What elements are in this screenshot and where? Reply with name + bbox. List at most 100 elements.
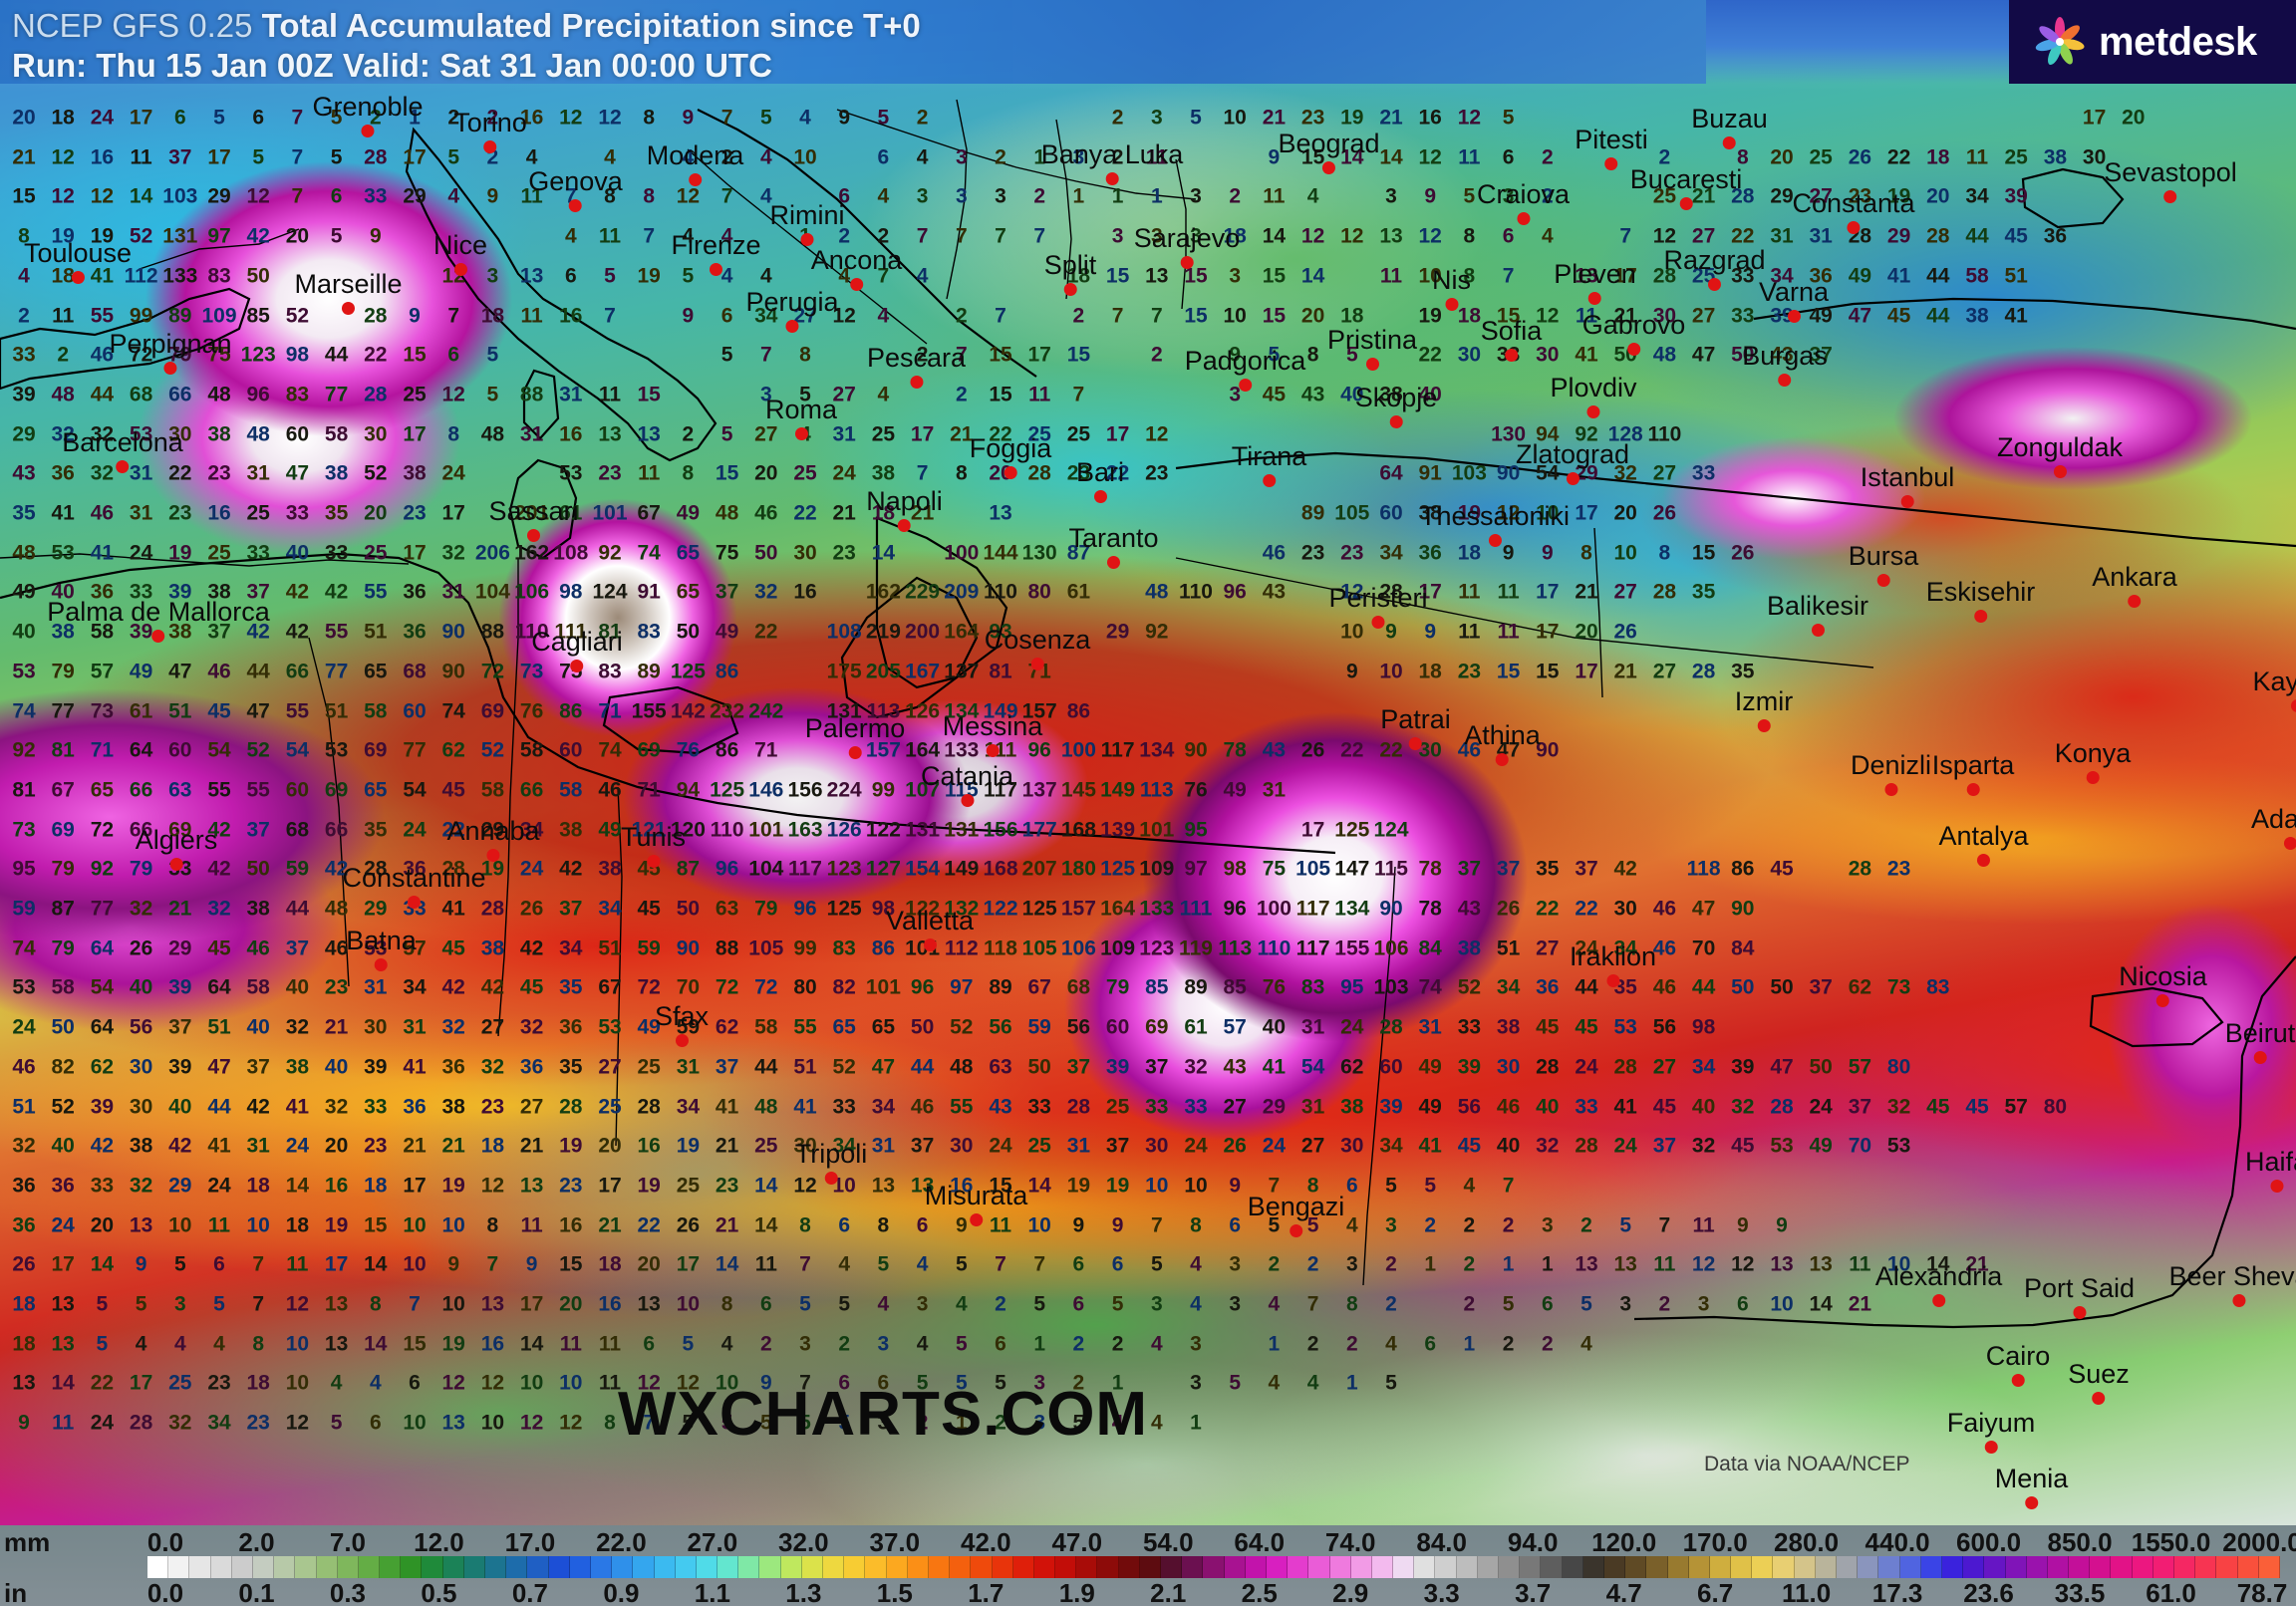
precip-value: 17	[1575, 501, 1598, 525]
precip-value: 10	[1536, 501, 1560, 525]
precip-value: 162	[865, 580, 901, 604]
city-label: Thessaloniki	[1419, 500, 1571, 547]
city-name: Grenoble	[312, 91, 424, 122]
precip-value: 2	[916, 106, 929, 130]
precip-value: 92	[1145, 620, 1169, 644]
legend-swatch	[590, 1556, 613, 1578]
precip-value: 17	[403, 422, 427, 446]
legend-swatch	[442, 1556, 464, 1578]
precip-value: 11	[598, 224, 622, 248]
precip-value: 39	[2004, 184, 2028, 208]
legend-swatch	[1456, 1556, 1478, 1578]
precip-value: 31	[559, 383, 583, 406]
precip-value: 18	[51, 264, 75, 288]
precip-value: 41	[90, 541, 115, 565]
precip-value: 12	[51, 184, 75, 208]
precip-value: 33	[364, 184, 388, 208]
precip-value: 26	[1848, 145, 1872, 169]
legend-swatch	[2152, 1556, 2174, 1578]
city-name: Konya	[2054, 738, 2132, 768]
city-label: Pitesti	[1575, 126, 1648, 170]
precip-value: 25	[1066, 422, 1091, 446]
precip-value: 16	[1418, 106, 1442, 130]
city-label: Athina	[1464, 722, 1541, 766]
city-name: Foggia	[969, 433, 1052, 463]
city-marker-dot	[1757, 718, 1771, 732]
city-name: Cagliari	[531, 626, 623, 657]
precip-value: 101	[592, 501, 628, 525]
city-marker-dot	[2011, 1373, 2025, 1387]
precip-value: 13	[519, 264, 544, 288]
precip-value: 16	[559, 422, 583, 446]
precip-value: 29	[12, 422, 36, 446]
city-label: Constanta	[1792, 190, 1915, 234]
city-label: Algiers	[136, 827, 217, 871]
city-marker-dot	[1627, 342, 1640, 356]
precip-value: 108	[826, 620, 862, 644]
precipitation-map[interactable]: 20 18 24 17 6 5 6 7 5 2 1 2 2 16 12 12 8 9 7 5 4 9 5 2 2 3 5 10 21 23…	[0, 0, 2296, 1525]
city-name: Balikesir	[1766, 590, 1869, 621]
city-name: Valletta	[885, 906, 975, 936]
precip-value: 37	[1809, 343, 1833, 367]
precip-value: 30	[364, 422, 388, 446]
precip-value: 13	[598, 422, 622, 446]
legend-swatch	[886, 1556, 908, 1578]
precip-value: 10	[1340, 620, 1364, 644]
precip-value: 6	[173, 106, 186, 130]
legend-swatch	[2174, 1556, 2196, 1578]
precip-value: 4	[604, 145, 616, 169]
precip-value: 38	[1965, 304, 1989, 327]
precip-value: 38	[871, 461, 896, 485]
city-name: Perugia	[745, 287, 839, 317]
city-label: Konya	[2054, 738, 2132, 784]
precip-value: 23	[1066, 461, 1091, 485]
precip-value: 33	[246, 541, 270, 565]
city-name: Thessaloniki	[1419, 500, 1571, 531]
precip-value: 10	[793, 145, 817, 169]
legend-tick-mm: 170.0	[1682, 1527, 1748, 1557]
legend-swatch	[1667, 1556, 1689, 1578]
precip-value: 11	[1458, 145, 1481, 169]
city-marker-dot	[71, 270, 85, 284]
precip-value: 17	[1613, 264, 1637, 288]
precip-value: 60	[285, 422, 310, 446]
city-marker-dot	[1778, 374, 1792, 387]
city-marker-dot	[794, 427, 808, 440]
legend-swatch	[295, 1556, 317, 1578]
precip-value: 9	[1541, 541, 1554, 565]
precip-value: 162	[514, 541, 550, 565]
precip-value: 4	[18, 264, 30, 288]
precip-value: 44	[90, 383, 115, 406]
city-marker-dot	[785, 320, 799, 333]
precip-value: 1	[1033, 145, 1046, 169]
city-label: Tripoli	[795, 1141, 867, 1185]
legend-swatch	[1266, 1556, 1289, 1578]
legend-tick-mm: 12.0	[414, 1527, 464, 1557]
precip-value: 92	[598, 541, 622, 565]
city-label: Bengazi	[1248, 1193, 1344, 1237]
precip-value: 64	[1379, 461, 1403, 485]
precip-value: 50	[246, 264, 270, 288]
precip-value: 9	[682, 106, 695, 130]
legend-tick-in: 6.7	[1697, 1578, 1734, 1606]
precip-value: 3	[955, 145, 968, 169]
metdesk-logo[interactable]: metdesk	[2009, 0, 2296, 84]
precip-value: 11	[598, 383, 622, 406]
city-label: Taranto	[1068, 525, 1159, 569]
precip-value: 72	[129, 343, 153, 367]
precip-value: 4	[1541, 224, 1554, 248]
precip-value: 98	[285, 343, 310, 367]
precip-value: 32	[754, 580, 778, 604]
precip-value: 130	[1021, 541, 1057, 565]
color-legend[interactable]: mm 0.0 2.0 7.0 12.0 17.0 22.0 27.0 32.0 37.0 42.0…	[0, 1525, 2296, 1606]
city-marker-dot	[1289, 1223, 1302, 1237]
precip-value: 3	[486, 264, 499, 288]
precip-value: 27	[1613, 580, 1637, 604]
precip-value: 23	[1300, 541, 1325, 565]
precip-value: 2	[916, 343, 929, 367]
city-marker-dot	[1679, 197, 1693, 210]
precip-value: 23	[598, 461, 622, 485]
precip-value: 10	[1613, 541, 1637, 565]
precip-value: 2	[1150, 343, 1163, 367]
legend-tick-in: 1.9	[1058, 1578, 1095, 1606]
